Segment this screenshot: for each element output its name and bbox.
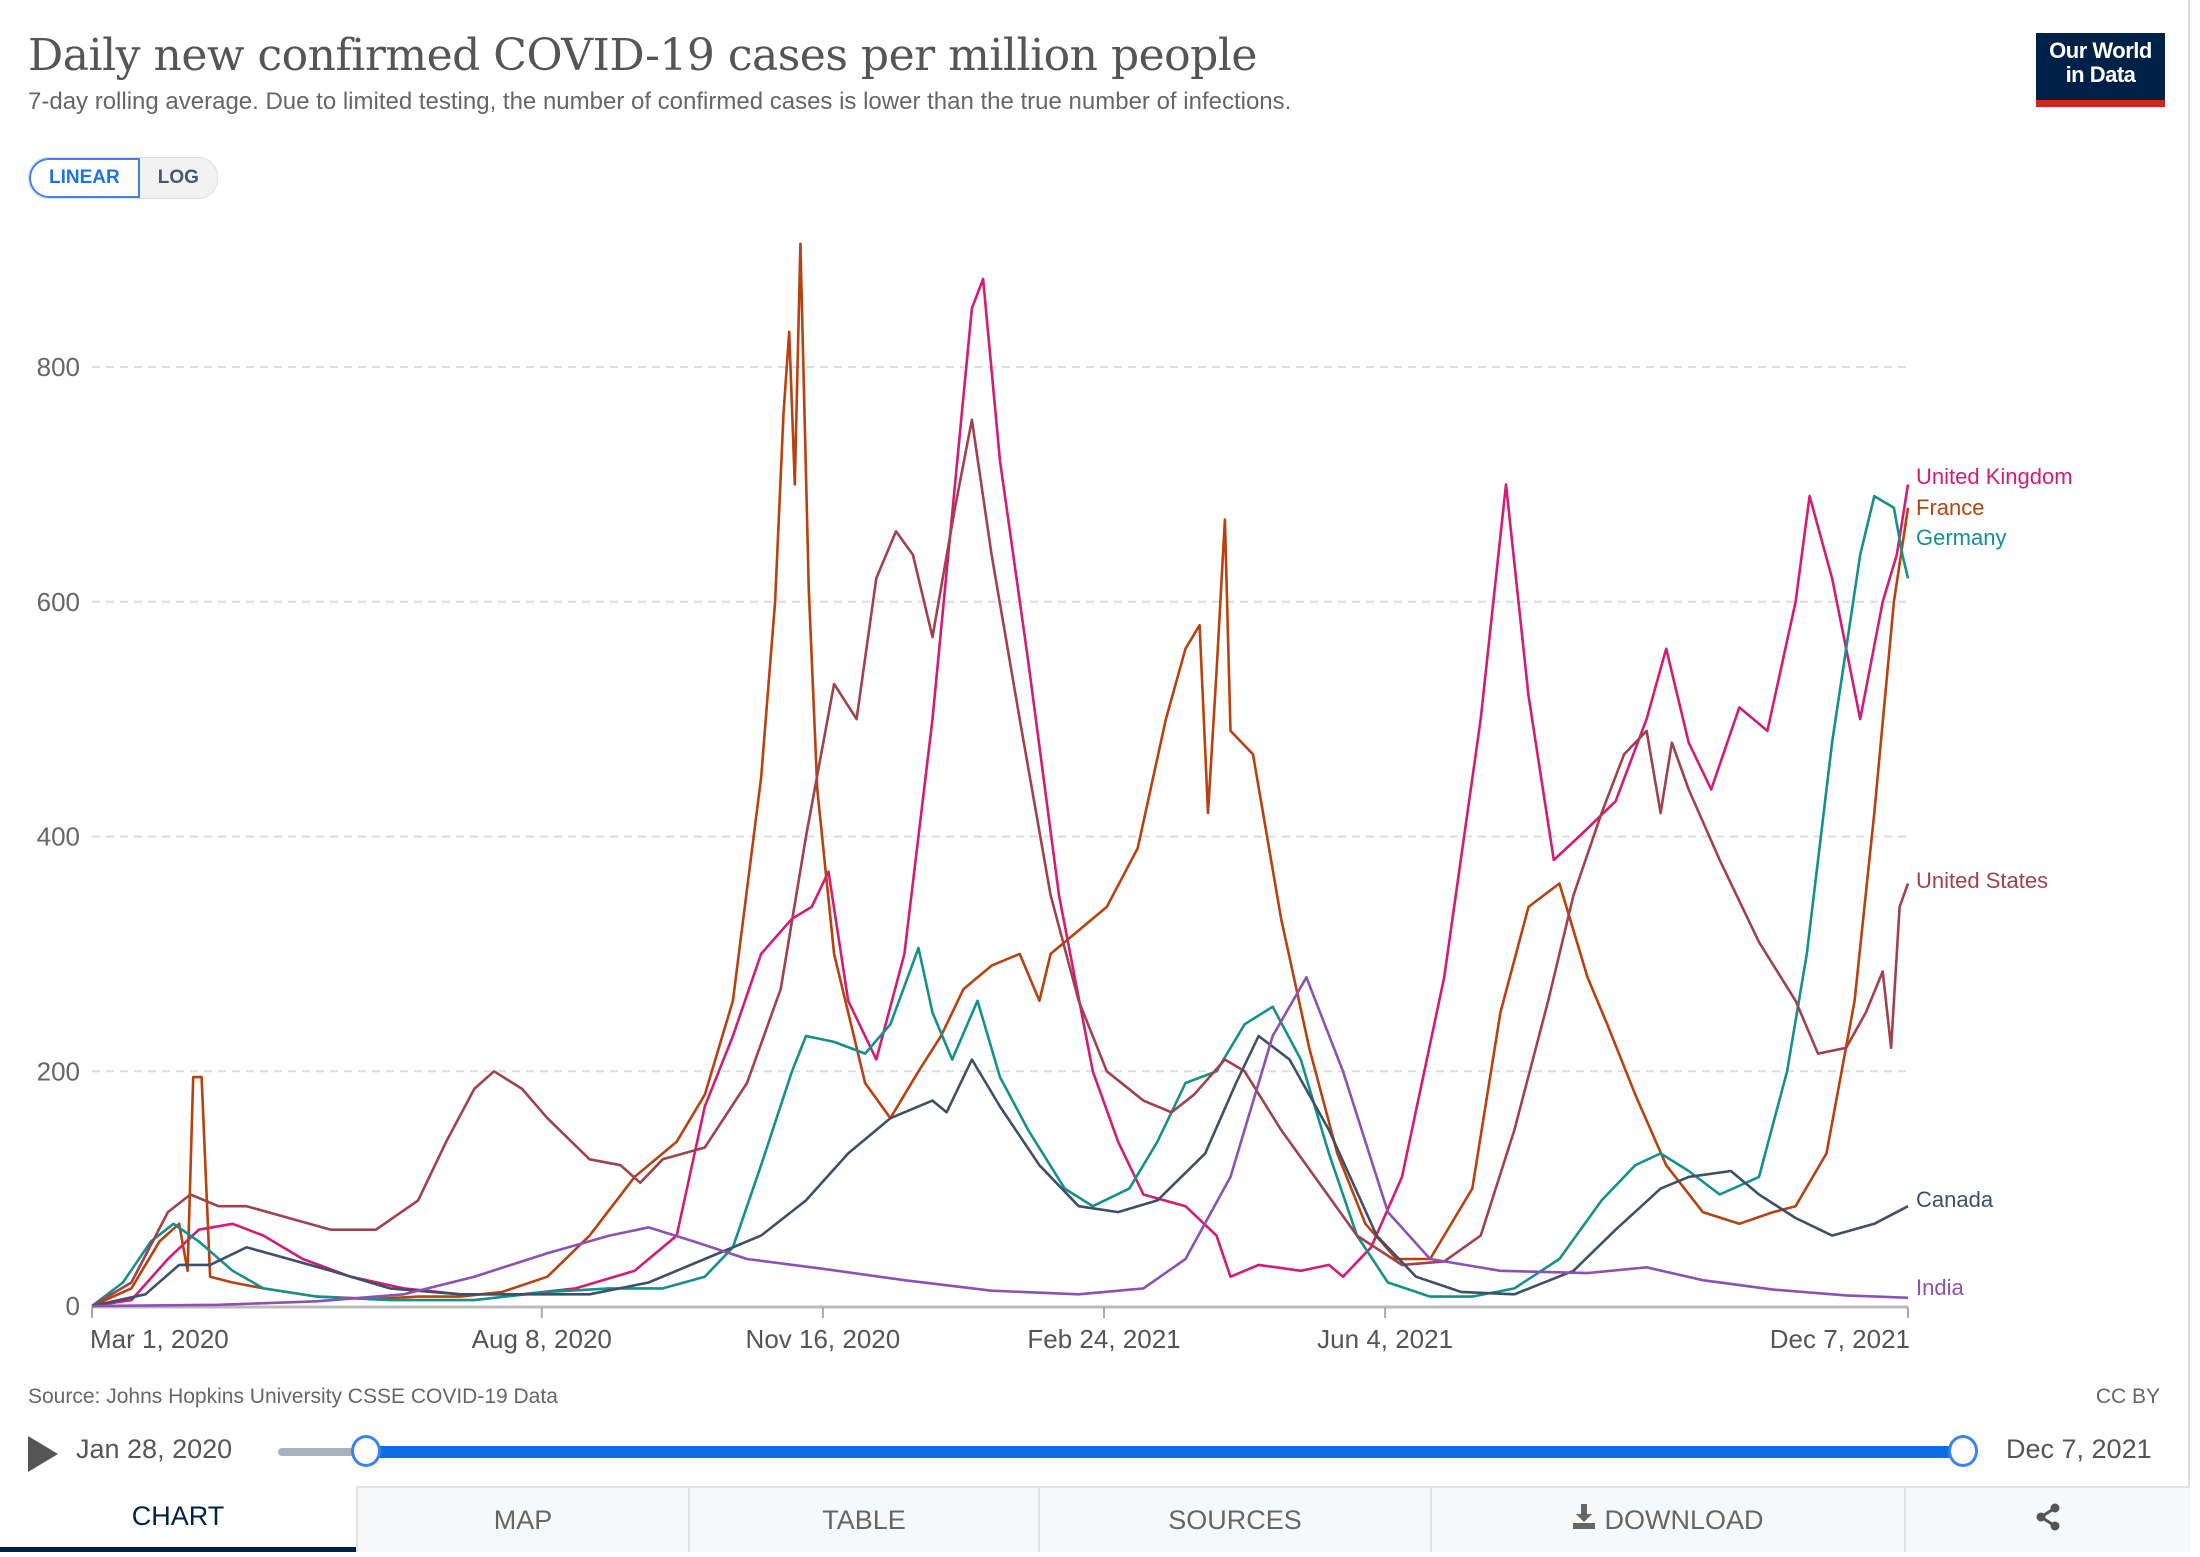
log-scale-button[interactable]: LOG: [139, 158, 217, 198]
tab-download[interactable]: DOWNLOAD: [1430, 1486, 1904, 1552]
x-tick-label: Jun 4, 2021: [1317, 1324, 1453, 1354]
legend-label-united-kingdom[interactable]: United Kingdom: [1916, 464, 2073, 489]
x-tick-label: Dec 7, 2021: [1770, 1324, 1910, 1354]
series-line-united-states[interactable]: [91, 418, 1910, 1308]
linear-scale-button[interactable]: LINEAR: [29, 158, 140, 198]
share-icon: [2035, 1503, 2061, 1538]
tab-label: DOWNLOAD: [1604, 1504, 1764, 1535]
x-tick-label: Feb 24, 2021: [1027, 1324, 1180, 1354]
tab-table[interactable]: TABLE: [688, 1486, 1038, 1552]
series-line-india[interactable]: [91, 975, 1909, 1308]
legend-label-united-states[interactable]: United States: [1916, 868, 2048, 893]
source-note: Source: Johns Hopkins University CSSE CO…: [28, 1385, 558, 1408]
y-tick-label: 400: [37, 822, 80, 852]
tab-chart[interactable]: CHART: [0, 1486, 356, 1552]
legend-label-canada[interactable]: Canada: [1916, 1187, 1994, 1212]
tab-map[interactable]: MAP: [356, 1486, 688, 1552]
timeline-selected-range: [363, 1446, 1958, 1458]
y-tick-label: 0: [66, 1291, 80, 1321]
license-link[interactable]: CC BY: [2095, 1385, 2160, 1408]
chart-subtitle: 7-day rolling average. Due to limited te…: [28, 88, 1292, 115]
x-tick-label: Nov 16, 2020: [746, 1324, 901, 1354]
timeline-end-handle[interactable]: [1948, 1435, 1978, 1467]
legend-label-germany[interactable]: Germany: [1916, 525, 2006, 550]
share-button[interactable]: [1904, 1486, 2190, 1552]
series-line-france[interactable]: [91, 242, 1910, 1308]
series-line-germany[interactable]: [91, 494, 1910, 1308]
owid-logo[interactable]: Our World in Data: [2036, 33, 2165, 107]
chart-title: Daily new confirmed COVID-19 cases per m…: [28, 30, 1257, 81]
tab-label: MAP: [493, 1504, 553, 1535]
x-tick-label: Mar 1, 2020: [90, 1324, 229, 1354]
x-tick-label: Aug 8, 2020: [472, 1324, 612, 1354]
play-icon[interactable]: [28, 1436, 58, 1472]
tab-label: TABLE: [822, 1504, 906, 1535]
y-tick-label: 800: [37, 352, 80, 382]
tab-sources[interactable]: SOURCES: [1038, 1486, 1430, 1552]
timeline-end-label: Dec 7, 2021: [2006, 1434, 2152, 1464]
download-icon: [1572, 1503, 1596, 1537]
series-line-canada[interactable]: [91, 1034, 1909, 1308]
legend-label-india[interactable]: India: [1916, 1275, 1964, 1300]
series-line-united-kingdom[interactable]: [91, 277, 1910, 1308]
logo-line-1: Our World: [2049, 38, 2152, 63]
timeline: Jan 28, 2020 Dec 7, 2021: [28, 1430, 2178, 1474]
logo-line-2: in Data: [2065, 62, 2136, 87]
timeline-start-handle[interactable]: [351, 1435, 381, 1467]
y-tick-label: 200: [37, 1056, 80, 1086]
legend-label-france[interactable]: France: [1916, 495, 1984, 520]
timeline-start-label: Jan 28, 2020: [76, 1434, 233, 1464]
tab-label: CHART: [131, 1501, 225, 1531]
tab-bar: CHART MAP TABLE SOURCES DOWNLOAD: [0, 1486, 2190, 1552]
tab-label: SOURCES: [1168, 1504, 1302, 1535]
scale-toggle: LINEAR LOG: [28, 157, 218, 199]
y-tick-label: 600: [37, 587, 80, 617]
line-chart: 0 200 400 600 800 Mar 1, 2020 Aug 8, 2020 Nov …: [37, 242, 2073, 1354]
